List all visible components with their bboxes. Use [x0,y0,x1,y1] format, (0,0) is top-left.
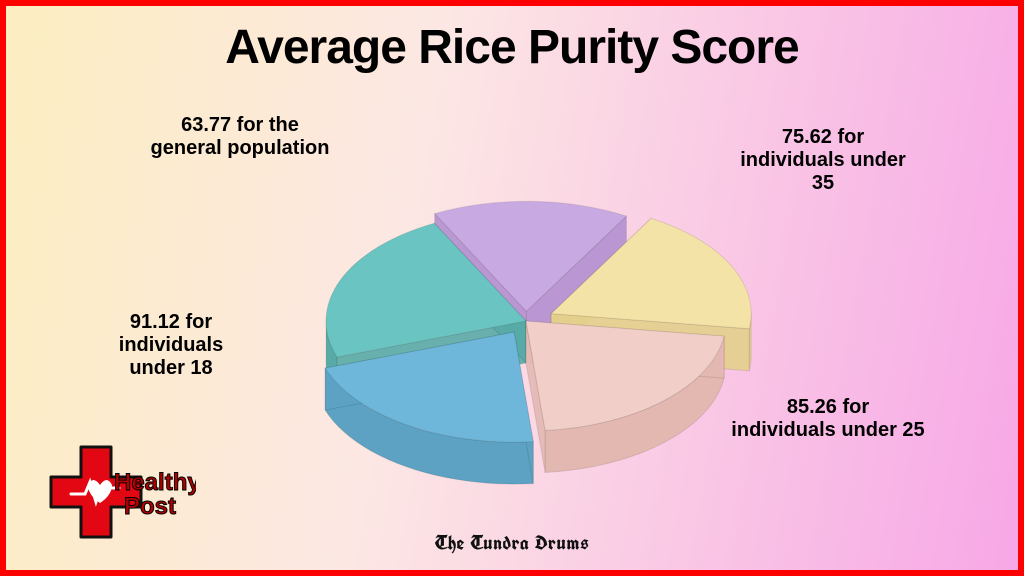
label-under25: 85.26 forindividuals under 25 [728,396,928,442]
label-under18: 91.12 forindividualsunder 18 [76,311,266,380]
label-general: 63.77 for thegeneral population [140,114,340,160]
svg-text:Healthy: Healthy [114,469,196,496]
svg-text:Post: Post [124,493,176,520]
page-title: Average Rice Purity Score [6,20,1018,75]
footer-credit: The Tundra Drums [6,529,1018,556]
label-under35: 75.62 forindividuals under 35 [728,126,918,195]
pie-chart [266,131,786,531]
frame: Average Rice Purity Score 63.77 for theg… [0,0,1024,576]
